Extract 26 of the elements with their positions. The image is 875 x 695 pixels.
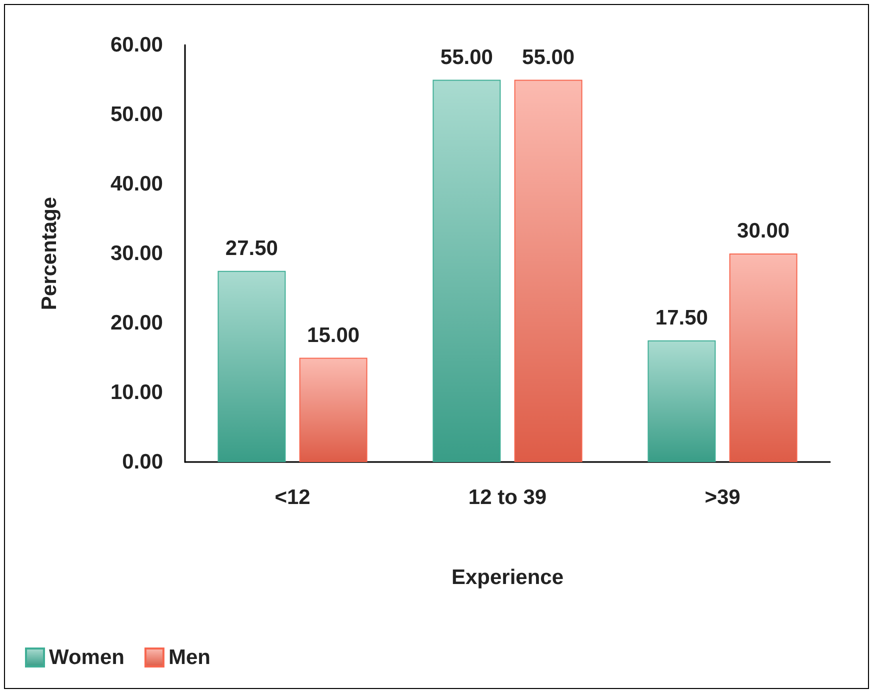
- legend-label: Men: [168, 646, 210, 669]
- y-axis-title: Percentage: [38, 196, 61, 310]
- data-label: 17.50: [655, 306, 708, 330]
- y-tick-label: 20.00: [110, 312, 163, 334]
- bar: [648, 340, 716, 462]
- y-tick-label: 30.00: [110, 242, 163, 265]
- x-axis-title: Experience: [451, 566, 564, 589]
- y-tick-label: 10.00: [110, 381, 163, 404]
- x-tick-label: 12 to 39: [468, 486, 547, 509]
- y-tick-label: 50.00: [110, 103, 163, 126]
- legend-label: Women: [49, 646, 124, 669]
- bar: [218, 270, 286, 462]
- data-label: 55.00: [440, 46, 493, 69]
- data-label: 30.00: [737, 220, 790, 242]
- x-tick-label: >39: [704, 486, 740, 509]
- bar: [514, 80, 582, 462]
- bar: [432, 80, 501, 462]
- y-tick-label: 40.00: [110, 172, 163, 196]
- x-tick-label: <12: [274, 486, 310, 509]
- bar: [299, 358, 368, 462]
- bar: [729, 254, 798, 462]
- y-tick-label: 0.00: [122, 450, 163, 474]
- data-label: 27.50: [225, 236, 278, 260]
- data-label: 15.00: [307, 324, 360, 347]
- data-label: 55.00: [522, 46, 575, 69]
- y-tick-label: 60.00: [110, 34, 163, 56]
